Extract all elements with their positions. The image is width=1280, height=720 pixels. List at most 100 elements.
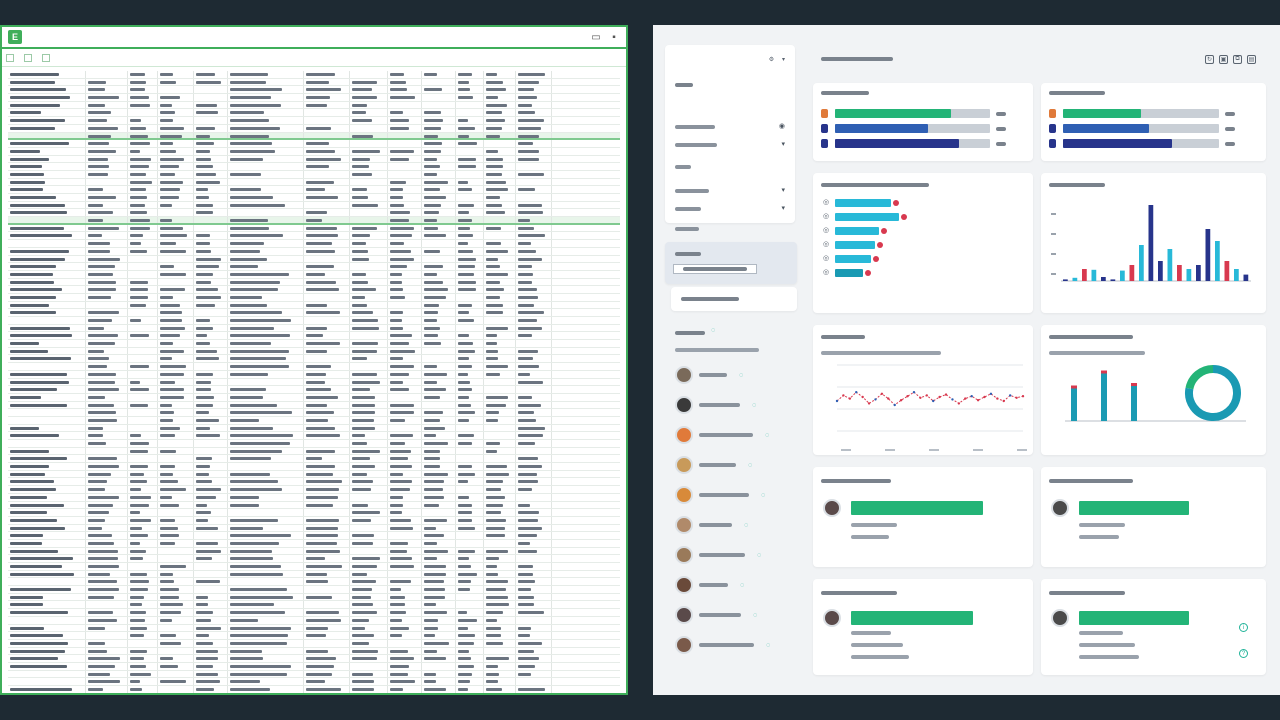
grid-cell[interactable]	[422, 616, 456, 624]
grid-cell[interactable]	[388, 347, 422, 355]
grid-cell[interactable]	[8, 124, 86, 132]
grid-cell[interactable]	[86, 247, 128, 255]
grid-cell[interactable]	[194, 447, 228, 455]
grid-cell[interactable]	[194, 263, 228, 270]
grid-cell[interactable]	[456, 401, 484, 409]
grid-cell[interactable]	[194, 455, 228, 463]
grid-cell[interactable]	[128, 147, 158, 155]
grid-cell[interactable]	[228, 217, 304, 223]
grid-cell[interactable]	[8, 301, 86, 309]
grid-cell[interactable]	[158, 424, 194, 432]
grid-cell[interactable]	[86, 340, 128, 347]
grid-cell[interactable]	[422, 194, 456, 201]
grid-cell[interactable]	[8, 532, 86, 539]
grid-cell[interactable]	[158, 409, 194, 416]
grid-row[interactable]	[8, 386, 620, 394]
grid-cell[interactable]	[8, 432, 86, 439]
grid-cell[interactable]	[456, 586, 484, 593]
grid-cell[interactable]	[8, 601, 86, 609]
grid-cell[interactable]	[228, 694, 304, 695]
grid-cell[interactable]	[456, 532, 484, 539]
grid-cell[interactable]	[456, 593, 484, 601]
grid-cell[interactable]	[158, 309, 194, 316]
grid-cell[interactable]	[128, 178, 158, 186]
grid-cell[interactable]	[304, 94, 350, 101]
grid-cell[interactable]	[228, 86, 304, 94]
grid-cell[interactable]	[350, 309, 388, 316]
grid-cell[interactable]	[516, 370, 552, 378]
grid-cell[interactable]	[86, 132, 128, 139]
grid-cell[interactable]	[86, 232, 128, 240]
grid-cell[interactable]	[516, 247, 552, 255]
grid-cell[interactable]	[516, 455, 552, 463]
grid-cell[interactable]	[388, 501, 422, 509]
grid-cell[interactable]	[516, 501, 552, 509]
grid-cell[interactable]	[350, 593, 388, 601]
grid-cell[interactable]	[456, 78, 484, 86]
grid-cell[interactable]	[194, 424, 228, 432]
grid-cell[interactable]	[128, 440, 158, 447]
grid-cell[interactable]	[86, 109, 128, 117]
grid-cell[interactable]	[8, 347, 86, 355]
grid-cell[interactable]	[484, 194, 516, 201]
grid-cell[interactable]	[194, 170, 228, 178]
grid-cell[interactable]	[304, 255, 350, 263]
grid-cell[interactable]	[456, 301, 484, 309]
grid-cell[interactable]	[456, 240, 484, 247]
grid-cell[interactable]	[516, 209, 552, 217]
grid-cell[interactable]	[484, 432, 516, 439]
grid-cell[interactable]	[194, 694, 228, 695]
grid-row[interactable]	[8, 117, 620, 125]
grid-cell[interactable]	[228, 286, 304, 293]
grid-cell[interactable]	[516, 432, 552, 439]
grid-cell[interactable]	[456, 209, 484, 217]
grid-cell[interactable]	[194, 140, 228, 147]
grid-cell[interactable]	[86, 301, 128, 309]
grid-cell[interactable]	[228, 393, 304, 401]
grid-cell[interactable]	[484, 463, 516, 470]
grid-cell[interactable]	[228, 109, 304, 117]
grid-cell[interactable]	[456, 94, 484, 101]
grid-cell[interactable]	[228, 524, 304, 532]
grid-cell[interactable]	[516, 386, 552, 393]
grid-cell[interactable]	[484, 317, 516, 324]
grid-cell[interactable]	[158, 255, 194, 263]
grid-cell[interactable]	[8, 516, 86, 524]
grid-row[interactable]	[8, 632, 620, 640]
grid-cell[interactable]	[86, 639, 128, 647]
grid-cell[interactable]	[158, 670, 194, 678]
grid-cell[interactable]	[304, 409, 350, 416]
grid-cell[interactable]	[484, 524, 516, 532]
grid-cell[interactable]	[484, 493, 516, 501]
nav-item[interactable]: ▾	[675, 137, 785, 151]
grid-cell[interactable]	[128, 217, 158, 223]
grid-cell[interactable]	[304, 286, 350, 293]
grid-cell[interactable]	[158, 293, 194, 301]
grid-cell[interactable]	[422, 524, 456, 532]
grid-cell[interactable]	[516, 524, 552, 532]
grid-cell[interactable]	[128, 401, 158, 409]
grid-row[interactable]	[8, 624, 620, 633]
grid-cell[interactable]	[304, 224, 350, 232]
grid-cell[interactable]	[484, 278, 516, 286]
grid-cell[interactable]	[422, 378, 456, 386]
grid-cell[interactable]	[128, 240, 158, 247]
grid-cell[interactable]	[456, 109, 484, 117]
grid-cell[interactable]	[350, 286, 388, 293]
grid-cell[interactable]	[422, 178, 456, 186]
grid-cell[interactable]	[388, 317, 422, 324]
grid-cell[interactable]	[456, 370, 484, 378]
grid-cell[interactable]	[304, 201, 350, 209]
grid-cell[interactable]	[158, 140, 194, 147]
grid-cell[interactable]	[8, 655, 86, 662]
grid-cell[interactable]	[422, 101, 456, 109]
grid-cell[interactable]	[304, 432, 350, 439]
grid-cell[interactable]	[8, 94, 86, 101]
grid-cell[interactable]	[8, 616, 86, 624]
grid-cell[interactable]	[86, 224, 128, 232]
grid-cell[interactable]	[128, 378, 158, 386]
grid-cell[interactable]	[158, 694, 194, 695]
grid-cell[interactable]	[86, 194, 128, 201]
grid-cell[interactable]	[304, 332, 350, 340]
grid-cell[interactable]	[194, 240, 228, 247]
